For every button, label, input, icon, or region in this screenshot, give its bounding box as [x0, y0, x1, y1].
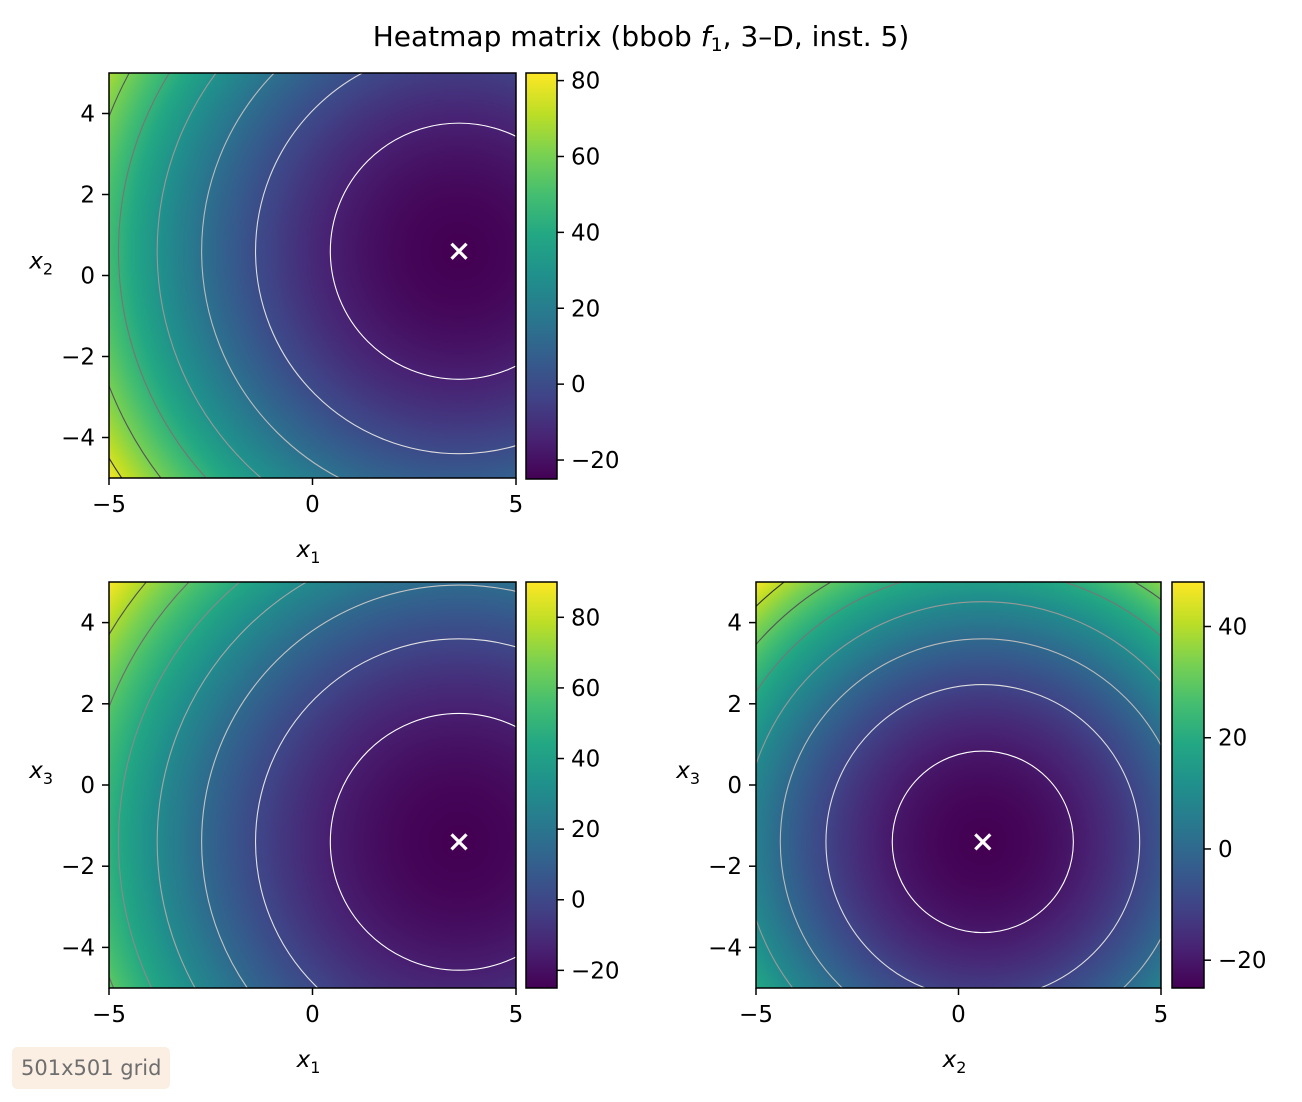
- colorbar-tick-label: 0: [571, 372, 586, 398]
- x-tick-label: 0: [951, 1002, 966, 1028]
- colorbar-gradient: [525, 72, 558, 480]
- chart-title: Heatmap matrix (bbob f1, 3–D, inst. 5): [373, 20, 910, 56]
- colorbar: −20 0 20 40: [1171, 581, 1267, 989]
- contour-line: [156, 73, 262, 478]
- contour-line: [329, 712, 516, 971]
- colorbar-gradient: [1171, 581, 1205, 989]
- y-tick-label: 4: [80, 102, 95, 128]
- x-tick-label: 0: [305, 1002, 320, 1028]
- colorbar-tick-label: 0: [1218, 837, 1233, 863]
- colorbar: −20 0 20 40 60 80: [525, 69, 620, 480]
- y-tick-label: −2: [708, 854, 742, 880]
- contour-line: [118, 582, 241, 988]
- x-tick-label: 5: [1154, 1002, 1169, 1028]
- y-tick-label: 4: [80, 611, 95, 637]
- colorbar-tick-label: 20: [571, 296, 600, 322]
- contour-line: [118, 73, 207, 478]
- x-tick-label: −5: [739, 1002, 773, 1028]
- colorbar-tick-label: 80: [571, 605, 600, 631]
- x-tick-label: 5: [509, 492, 524, 518]
- colorbar-tick-label: 80: [571, 69, 600, 95]
- y-tick-label: 2: [80, 692, 95, 718]
- colorbar-tick-label: 40: [1218, 614, 1247, 640]
- contour-line: [779, 638, 1161, 988]
- y-axis-label: x3: [28, 758, 53, 788]
- grid-resolution-badge: 501x501 grid: [12, 1047, 171, 1089]
- x-axis-label: x2: [942, 1047, 967, 1077]
- contour-line: [891, 750, 1074, 934]
- x-tick-label: −5: [92, 492, 126, 518]
- y-axis-label: x3: [675, 758, 700, 788]
- contour-line: [201, 73, 341, 478]
- x-axis-label: x1: [296, 537, 321, 567]
- colorbar-tick-label: −20: [571, 448, 620, 474]
- heatmap-image: [109, 582, 516, 988]
- y-tick-label: 0: [80, 773, 95, 799]
- optimum-marker: [974, 833, 992, 851]
- colorbar-tick-label: 20: [571, 817, 600, 843]
- contour-line: [255, 638, 516, 988]
- y-tick-label: −2: [61, 345, 95, 371]
- contour-line: [329, 122, 516, 380]
- y-tick-label: 2: [727, 692, 742, 718]
- colorbar-tick-label: 0: [571, 888, 586, 914]
- colorbar-tick-label: 20: [1218, 726, 1247, 752]
- colorbar-tick-label: −20: [1218, 948, 1267, 974]
- y-tick-label: 0: [80, 264, 95, 290]
- y-tick-label: −2: [61, 854, 95, 880]
- contour-line: [255, 73, 516, 455]
- colorbar-gradient: [525, 581, 558, 989]
- heatmap-image: [756, 582, 1161, 988]
- contour-lines: [109, 582, 516, 988]
- x-axis-label: x1: [296, 1047, 321, 1077]
- colorbar-tick-label: 40: [571, 220, 600, 246]
- x-tick-label: 5: [509, 1002, 524, 1028]
- y-tick-label: 2: [80, 183, 95, 209]
- y-tick-label: 0: [727, 773, 742, 799]
- y-tick-label: −4: [61, 426, 95, 452]
- colorbar-tick-label: −20: [571, 958, 620, 984]
- colorbar-tick-label: 40: [571, 747, 600, 773]
- contour-line: [156, 582, 308, 988]
- x-tick-label: −5: [92, 1002, 126, 1028]
- contour-line: [825, 684, 1141, 988]
- y-axis-label: x2: [28, 249, 53, 279]
- y-tick-label: −4: [708, 935, 742, 961]
- colorbar: −20 0 20 40 60 80: [525, 581, 620, 989]
- contour-lines: [109, 73, 516, 478]
- contour-line: [756, 601, 1161, 988]
- contour-lines: [756, 582, 1161, 988]
- colorbar-tick-label: 60: [571, 144, 600, 170]
- contour-line: [201, 584, 516, 988]
- x-tick-label: 0: [305, 492, 320, 518]
- optimum-marker: [450, 242, 468, 260]
- y-tick-label: 4: [727, 611, 742, 637]
- optimum-marker: [450, 833, 468, 851]
- heatmap-image: [109, 73, 516, 478]
- colorbar-tick-label: 60: [571, 676, 600, 702]
- y-tick-label: −4: [61, 935, 95, 961]
